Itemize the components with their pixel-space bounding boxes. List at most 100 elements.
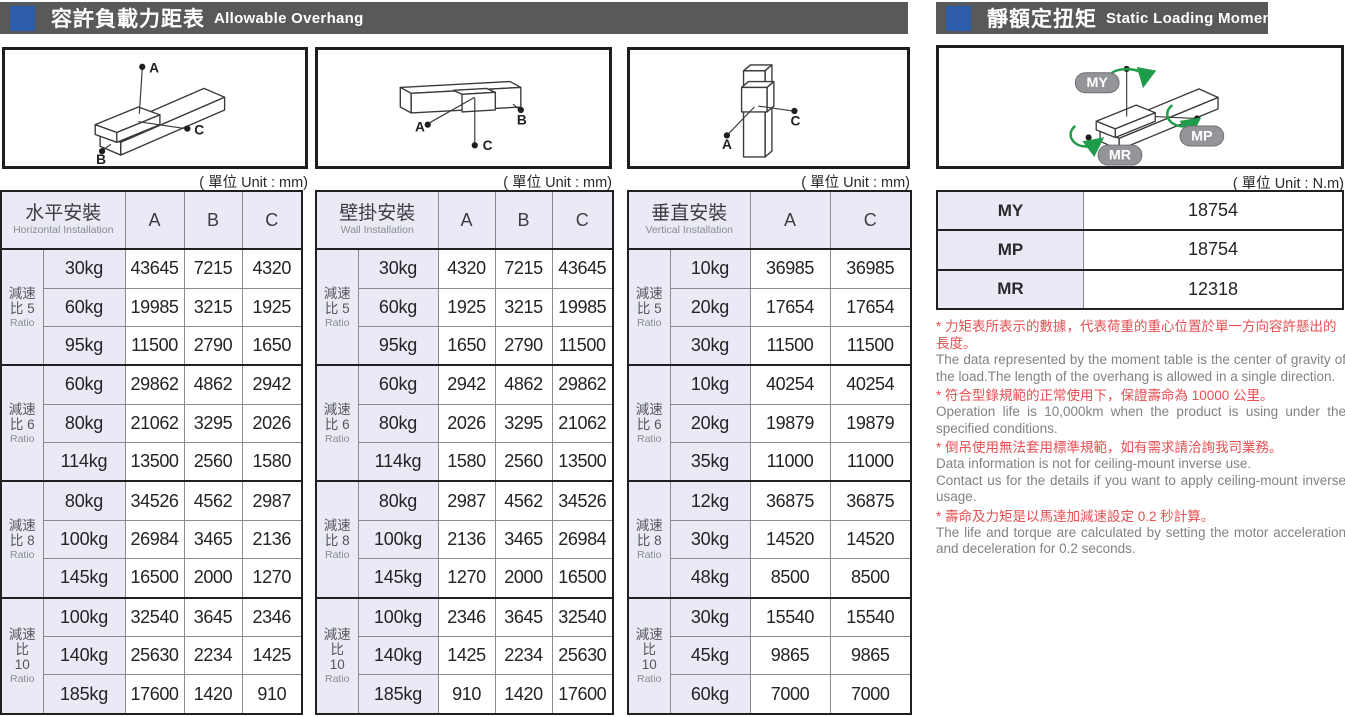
note-en: The life and torque are calculated by se… [936,524,1345,557]
value-cell: 3295 [183,403,243,443]
value-cell: 2942 [241,364,303,405]
load-cell: 95kg [357,325,439,366]
point-c-label: C [483,138,493,153]
value-cell: 36875 [829,480,912,521]
table-row: 145kg 1270 2000 16500 [316,558,614,599]
table-row: 減速 比 6 Ratio 60kg 29862 4862 2942 [0,364,303,482]
my-moment-label: MY [1086,75,1108,91]
table-row: MR 12318 [936,268,1344,311]
point-a-label: A [149,61,159,76]
point-b-label: B [517,113,527,128]
table-row: 30kg 11500 11500 [628,325,912,366]
value-cell: 21062 [551,403,614,443]
load-cell: 100kg [357,519,439,560]
value-cell: 3645 [183,596,243,638]
load-cell: 145kg [42,558,126,599]
unit-label-mm: ( 單位 Unit : mm) [503,175,612,191]
value-cell: 3215 [494,287,553,327]
value-cell: 34526 [124,480,185,521]
column-b-header: B [183,190,243,250]
value-cell: 15540 [829,596,912,638]
value-cell: 36985 [749,248,831,289]
value-cell: 9865 [829,636,912,676]
note-zh: * 倒吊使用無法套用標準規範，如有需求請洽詢我司業務。 [936,440,1283,455]
table-row: MP 18754 [936,229,1344,271]
value-cell: 2136 [437,519,496,560]
moment-value-mp: 18754 [1083,229,1344,271]
load-cell: 145kg [357,558,439,599]
value-cell: 40254 [749,364,831,405]
value-cell: 2234 [494,636,553,676]
load-cell: 80kg [42,480,126,521]
table-row: 減速 比 8 Ratio 80kg 2987 4562 34526 [315,480,614,599]
vertical-installation-diagram: A C [722,64,801,158]
value-cell: 2560 [183,441,243,482]
load-cell: 12kg [669,480,751,521]
value-cell: 2987 [241,480,303,521]
value-cell: 2790 [494,325,553,366]
static-moment-diagram: MY MP MR [1069,65,1225,166]
load-cell: 100kg [42,596,126,638]
load-cell: 35kg [669,441,751,482]
table-row: 減速 比 5 Ratio 10kg 36985 36985 [627,248,912,366]
allowable-title-en: Allowable Overhang [214,9,364,27]
static-moment-table: MY 18754 MP 18754 MR 12318 [936,189,1344,311]
value-cell: 2026 [437,403,496,443]
horizontal-installation-table: 水平安裝 Horizontal Installation A B C 減速 比 … [0,190,304,715]
vertical-installation-diagram-box: A C [627,47,910,169]
load-cell: 100kg [42,519,126,560]
value-cell: 26984 [551,519,614,560]
table-row: 減速 比 5 Ratio 30kg 43645 7215 4320 [0,248,303,366]
table-row: 減速 比 6 Ratio 60kg 2942 4862 29862 [315,364,614,482]
value-cell: 3645 [494,596,553,638]
value-cell: 11000 [749,441,831,482]
value-cell: 17654 [749,287,831,327]
load-cell: 95kg [42,325,126,366]
table-row: 140kg 25630 2234 1425 [1,636,303,676]
point-b-label: B [96,152,106,166]
ratio-cell: 減速 比 5 Ratio [0,248,44,366]
value-cell: 17600 [124,674,185,715]
value-cell: 1650 [241,325,303,366]
allowable-title-zh: 容許負載力距表 [51,8,205,31]
value-cell: 11500 [829,325,912,366]
unit-label-nm: ( 單位 Unit : N.m) [1232,176,1344,192]
load-cell: 80kg [42,403,126,443]
point-c-label: C [194,122,204,137]
value-cell: 32540 [124,596,185,638]
static-moment-diagram-box: MY MP MR [936,45,1344,169]
ratio-cell: 減速 比 10 Ratio [315,596,359,715]
horizontal-installation-diagram: A C B [94,61,226,166]
value-cell: 19985 [124,287,185,327]
wall-installation-table: 壁掛安裝 Wall Installation A B C 減速 比 5 Ratio… [315,190,615,715]
value-cell: 1270 [241,558,303,599]
load-cell: 100kg [357,596,439,638]
moment-value-my: 18754 [1083,189,1344,232]
table-row: 145kg 16500 2000 1270 [1,558,303,599]
value-cell: 2942 [437,364,496,405]
load-cell: 30kg [42,248,126,289]
value-cell: 2790 [183,325,243,366]
load-cell: 20kg [669,287,751,327]
value-cell: 1425 [437,636,496,676]
ratio-cell: 減速 比 8 Ratio [627,480,671,599]
load-cell: 30kg [669,596,751,638]
value-cell: 2234 [183,636,243,676]
load-cell: 185kg [357,674,439,715]
column-c-header: C [551,190,614,250]
unit-label-mm: ( 單位 Unit : mm) [199,175,308,191]
moment-label-mr: MR [936,268,1084,311]
blue-accent-square-icon [946,5,971,31]
value-cell: 3465 [494,519,553,560]
table-row: 60kg 1925 3215 19985 [316,287,614,327]
load-cell: 185kg [42,674,126,715]
value-cell: 17654 [829,287,912,327]
table-row: 30kg 14520 14520 [628,519,912,560]
value-cell: 43645 [124,248,185,289]
moment-value-mr: 12318 [1083,268,1344,311]
value-cell: 16500 [124,558,185,599]
table-row: 45kg 9865 9865 [628,636,912,676]
table-title-cell: 水平安裝 Horizontal Installation [0,190,126,250]
moment-label-mp: MP [936,229,1084,271]
table-title-cell: 垂直安裝 Vertical Installation [627,190,751,250]
